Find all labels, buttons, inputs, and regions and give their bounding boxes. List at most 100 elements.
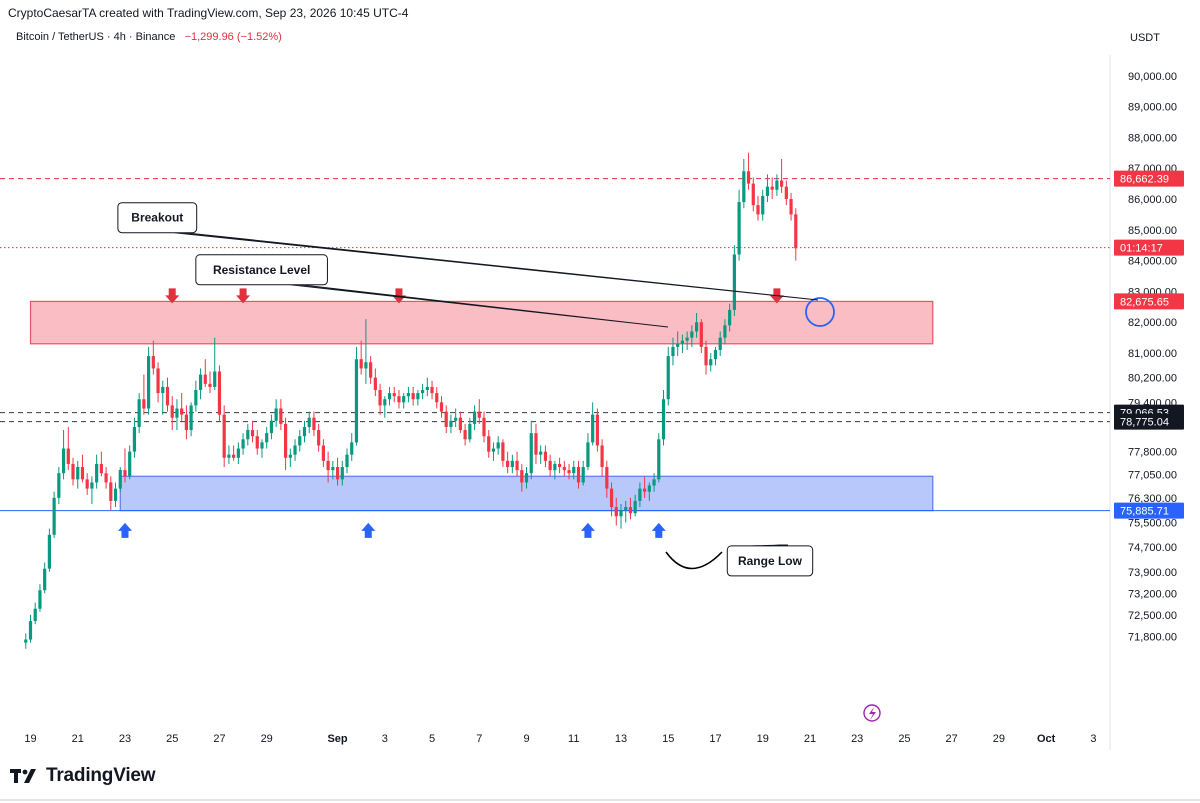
candle (189, 405, 193, 431)
candle (180, 408, 184, 415)
candle (321, 445, 325, 461)
candle (61, 448, 66, 474)
price-tick-label: 74,700.00 (1128, 542, 1177, 554)
candle (170, 405, 174, 418)
candle (718, 337, 722, 350)
candle (76, 467, 80, 480)
candle (250, 430, 255, 437)
price-label-box (1114, 170, 1184, 187)
candle (312, 417, 316, 431)
time-tick-label: 9 (523, 733, 529, 745)
candle (274, 408, 278, 421)
candle (501, 442, 505, 461)
candle (765, 186, 770, 196)
rounded-bottom-curve (665, 551, 723, 570)
candle (780, 180, 784, 187)
candle (643, 488, 647, 492)
lightning-icon[interactable] (863, 704, 881, 722)
candle (562, 467, 566, 471)
price-label-text: 78,775.04 (1120, 417, 1169, 429)
resistance-zone (29, 300, 934, 345)
candle (99, 463, 103, 474)
chart-credit: CryptoCaesarTA created with TradingView.… (8, 6, 409, 20)
candle (307, 417, 311, 427)
candle (213, 371, 217, 387)
candle (572, 467, 576, 474)
callout-box (726, 545, 814, 577)
callout-pointer (174, 232, 819, 301)
time-tick-label: 15 (662, 733, 674, 745)
candle (581, 467, 585, 483)
time-tick-label: 21 (72, 733, 84, 745)
symbol-header[interactable]: Bitcoin / TetherUS · 4h · Binance −1,299… (16, 31, 282, 43)
candle (506, 460, 510, 468)
candle (298, 436, 302, 446)
candle (794, 214, 798, 249)
candle (302, 426, 307, 437)
price-axis[interactable]: 90,000.0089,000.0088,000.0087,000.0086,0… (1128, 71, 1177, 644)
candle (529, 433, 533, 474)
candle (652, 479, 656, 486)
candle (378, 390, 382, 406)
candle (24, 639, 28, 643)
candle (633, 500, 637, 514)
candle (676, 343, 680, 347)
time-axis[interactable]: 19 21 23 25 27 29 Sep 3 5 7 9 11 13 15 17 19 21 23 25 27 29 O… (24, 733, 1096, 745)
candle (784, 186, 788, 199)
candle (463, 430, 467, 440)
candle (732, 254, 736, 310)
tradingview-logo[interactable]: TradingView (10, 765, 156, 787)
candle (95, 463, 99, 483)
candle (628, 507, 633, 514)
candle (184, 414, 188, 431)
candle (709, 359, 713, 366)
candle (477, 411, 481, 418)
time-tick-label: 3 (1090, 733, 1096, 745)
candle (283, 423, 288, 458)
callout-box (195, 254, 328, 286)
candle (161, 386, 165, 394)
price-tick-label: 77,800.00 (1128, 447, 1177, 459)
candle (751, 183, 755, 206)
candle (345, 454, 349, 468)
candle (430, 386, 434, 394)
candle (444, 411, 448, 427)
price-tick-label: 73,900.00 (1128, 567, 1177, 579)
candle (175, 408, 179, 418)
time-tick-label: 25 (166, 733, 178, 745)
candle (515, 460, 519, 471)
candle (591, 414, 595, 443)
callout-label: Resistance Level (213, 263, 310, 277)
callout-label: Range Low (738, 554, 803, 568)
candle (614, 507, 618, 517)
candle (723, 325, 727, 338)
support-arrow-up-icon (117, 522, 132, 538)
candle (770, 186, 774, 190)
candle (458, 417, 462, 431)
candles-layer (24, 152, 798, 649)
candle (406, 393, 411, 397)
candle (260, 442, 264, 449)
candle (156, 368, 160, 394)
callout-label: Breakout (131, 211, 183, 225)
price-label-text: 01:14:17 (1120, 243, 1163, 255)
price-labels-layer: 86,662.3901:14:1782,675.6579,066.5378,77… (1114, 170, 1184, 519)
currency-label[interactable]: USDT (1130, 32, 1160, 44)
time-tick-label: 25 (898, 733, 910, 745)
price-tick-label: 72,500.00 (1128, 610, 1177, 622)
candle (666, 356, 670, 400)
price-tick-label: 76,300.00 (1128, 493, 1177, 505)
candle (449, 420, 453, 427)
price-tick-label: 85,000.00 (1128, 225, 1177, 237)
candle (713, 349, 718, 360)
time-tick-label: 17 (709, 733, 721, 745)
candle (624, 507, 628, 511)
support-arrow-up-icon (361, 522, 376, 538)
candle (151, 356, 155, 369)
symbol-name[interactable]: Bitcoin / TetherUS · 4h · Binance (16, 31, 176, 43)
candle (208, 383, 212, 387)
candle (80, 467, 85, 480)
candle (454, 417, 458, 421)
price-label-text: 86,662.39 (1120, 174, 1169, 186)
